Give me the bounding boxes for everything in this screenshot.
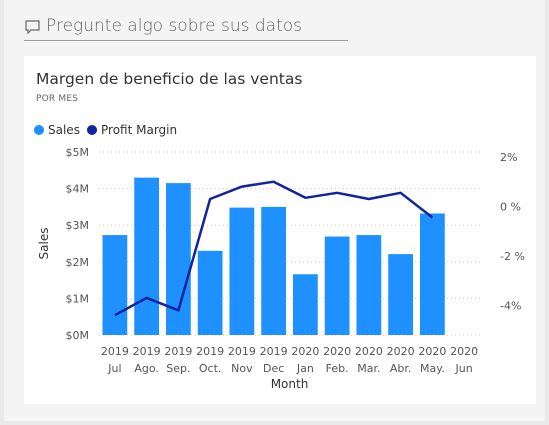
sales-bar <box>165 183 191 335</box>
x-tick-month-label: Ago. <box>134 362 159 375</box>
sales-bar <box>356 235 382 335</box>
chart-title: Margen de beneficio de las ventas <box>36 70 303 88</box>
y2-tick-label: -2 % <box>500 250 525 263</box>
sales-profit-chart[interactable]: Sales Profit Margin $0M $1M $2M $3M $4M $5M 2% 0 … <box>24 112 536 404</box>
x-tick-year-label: 2019 <box>196 345 224 358</box>
sales-bar <box>229 207 255 335</box>
x-tick-year-label: 2019 <box>101 345 129 358</box>
x-tick-year-label: 2019 <box>228 345 256 358</box>
chart-card[interactable]: Margen de beneficio de las ventas POR ME… <box>24 56 536 404</box>
chart-subtitle: POR MES <box>36 94 79 104</box>
sales-bar <box>134 177 160 335</box>
sales-bar <box>388 254 414 335</box>
x-tick-year-label: 2020 <box>291 345 319 358</box>
y-tick-label: $4M <box>66 183 90 196</box>
x-tick-month-label: Jan <box>296 362 314 375</box>
y2-tick-label: -4% <box>500 299 521 312</box>
chat-bubble-icon <box>24 18 42 36</box>
sales-bar <box>419 213 445 335</box>
x-tick-year-label: 2020 <box>355 345 383 358</box>
x-tick-month-label: Nov <box>231 362 253 375</box>
sales-bar <box>197 250 223 335</box>
legend-sales-label: Sales <box>48 123 80 137</box>
y-axis-title: Sales <box>37 228 51 260</box>
report-canvas: Pregunte algo sobre sus datos Margen de … <box>4 0 545 421</box>
legend-profit-margin-marker <box>87 125 97 135</box>
x-tick-year-label: 2019 <box>260 345 288 358</box>
profit-margin-line <box>114 180 434 317</box>
x-tick-month-label: Jun <box>455 362 473 375</box>
x-tick-month-label: Sep. <box>166 362 190 375</box>
x-tick-month-label: Mar. <box>357 362 380 375</box>
qa-placeholder[interactable]: Pregunte algo sobre sus datos <box>46 16 303 36</box>
x-tick-month-label: May. <box>420 362 445 375</box>
x-tick-month-label: Abr. <box>390 362 412 375</box>
sales-bar <box>102 235 128 335</box>
y-tick-label: $3M <box>66 219 90 232</box>
legend-profit-margin-label: Profit Margin <box>101 123 177 137</box>
x-tick-year-label: 2020 <box>387 345 415 358</box>
x-tick-month-label: Oct. <box>199 362 222 375</box>
y2-tick-label: 0 % <box>500 200 521 213</box>
x-tick-year-label: 2020 <box>450 345 478 358</box>
x-tick-year-label: 2020 <box>418 345 446 358</box>
y-tick-label: $2M <box>66 256 90 269</box>
sales-bar <box>261 206 287 335</box>
x-tick-month-label: Jul <box>107 362 121 375</box>
x-tick-month-label: Dec <box>263 362 284 375</box>
y-tick-label: $5M <box>66 146 90 159</box>
x-tick-month-label: Feb. <box>326 362 349 375</box>
y2-tick-label: 2% <box>500 151 517 164</box>
sales-bar <box>324 236 350 335</box>
sales-bar <box>292 274 318 335</box>
qa-search-box[interactable]: Pregunte algo sobre sus datos <box>24 14 348 41</box>
legend-sales-marker <box>34 125 44 135</box>
y-tick-label: $0M <box>66 329 90 342</box>
x-tick-year-label: 2020 <box>323 345 351 358</box>
x-axis-title: Month <box>271 377 309 391</box>
x-tick-year-label: 2019 <box>164 345 192 358</box>
x-tick-year-label: 2019 <box>133 345 161 358</box>
y-tick-label: $1M <box>66 292 90 305</box>
